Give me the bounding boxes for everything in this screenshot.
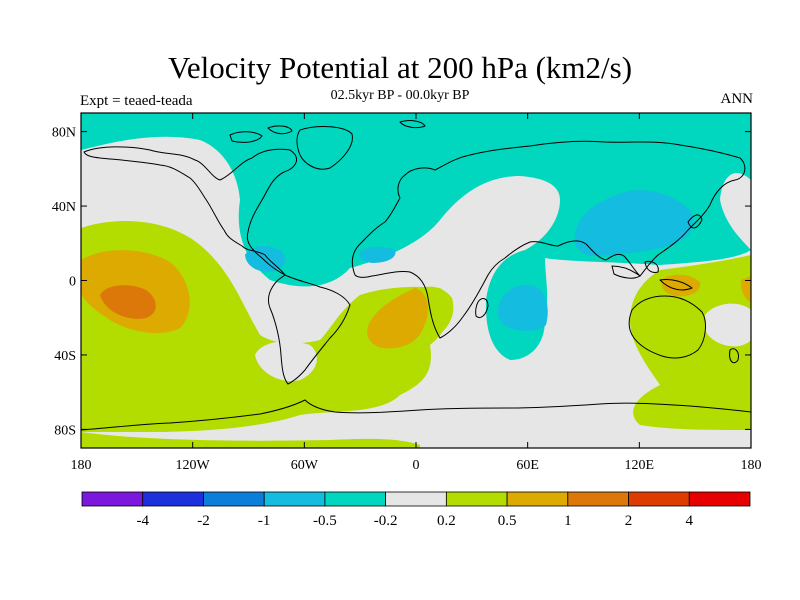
x-tick-label: 0 (413, 458, 420, 473)
stronger-negative-tropical-atlantic (359, 246, 396, 263)
colorbar-label: 1 (564, 513, 572, 529)
colorbar-swatch (203, 491, 265, 507)
colorbar-label: 4 (686, 513, 694, 529)
x-axis: 180 120W 60W 0 60E 120E 180 (71, 113, 762, 473)
colorbar-swatch (324, 491, 387, 507)
colorbar-swatch (506, 491, 569, 507)
coastlines (81, 120, 751, 431)
y-tick-label: 40N (52, 200, 76, 215)
colorbar-swatch (445, 491, 508, 507)
colorbar-swatch (385, 491, 447, 507)
x-tick-label: 120E (625, 458, 655, 473)
positive-field-far-south (81, 432, 420, 448)
map-title: Velocity Potential at 200 hPa (km2/s) (167, 50, 633, 85)
season-label: ANN (720, 91, 754, 107)
orange-field-date-line-edge (740, 276, 751, 302)
colorbar-label: -0.5 (313, 513, 337, 529)
colorbar-swatch (142, 491, 204, 507)
negative-field-northern-hemisphere (81, 113, 751, 360)
colorbar-swatch (567, 491, 629, 507)
colorbar-swatch (628, 491, 690, 507)
coastline-indonesia (611, 261, 693, 291)
neutral-patch-south-america (255, 341, 317, 382)
coastline-australia (628, 295, 706, 359)
colorbar-label: 0.5 (498, 513, 517, 529)
colorbar-label: -0.2 (374, 513, 398, 529)
neutral-patch-australia (705, 303, 751, 347)
coastline-greenland (296, 126, 353, 170)
coastline-north-america (83, 146, 298, 276)
y-axis: 80N 40N 0 40S 80S (52, 126, 751, 438)
colorbar: -4 -2 -1 -0.5 -0.2 0.2 0.5 1 2 4 (81, 491, 751, 529)
coastline-madagascar (475, 298, 489, 319)
colorbar-label: -1 (258, 513, 271, 529)
experiment-label: Expt = teaed-teada (80, 93, 193, 109)
colorbar-label: 0.2 (437, 513, 456, 529)
x-tick-label: 120W (176, 458, 211, 473)
y-tick-label: 80N (52, 126, 76, 141)
coastline-arctic-islands (229, 120, 426, 143)
coastline-south-america (267, 274, 351, 385)
positive-field-indo-pacific (630, 255, 751, 430)
x-tick-label: 60W (291, 458, 319, 473)
colorbar-swatch (81, 491, 144, 507)
contour-fields (81, 113, 751, 448)
colorbar-swatch (263, 491, 326, 507)
colorbar-label: -2 (197, 513, 210, 529)
x-tick-label: 180 (71, 458, 92, 473)
x-tick-label: 60E (516, 458, 539, 473)
dark-orange-core-central-pacific (100, 285, 156, 319)
coastline-eurasia-africa (351, 140, 746, 339)
coastline-antarctica (81, 399, 751, 431)
map-subtitle: 02.5kyr BP - 00.0kyr BP (330, 88, 470, 103)
coastline-new-zealand (729, 348, 739, 364)
colorbar-label: 2 (625, 513, 633, 529)
coastline-japan (687, 214, 703, 229)
orange-field-south-atlantic (367, 288, 429, 349)
colorbar-label: -4 (136, 513, 149, 529)
x-tick-label: 180 (741, 458, 762, 473)
y-tick-label: 80S (54, 423, 76, 438)
colorbar-swatch (688, 491, 751, 507)
y-tick-label: 0 (69, 275, 76, 290)
y-tick-label: 40S (54, 349, 76, 364)
stronger-negative-east-asia (574, 190, 694, 256)
stronger-negative-indian-ocean (497, 284, 548, 331)
